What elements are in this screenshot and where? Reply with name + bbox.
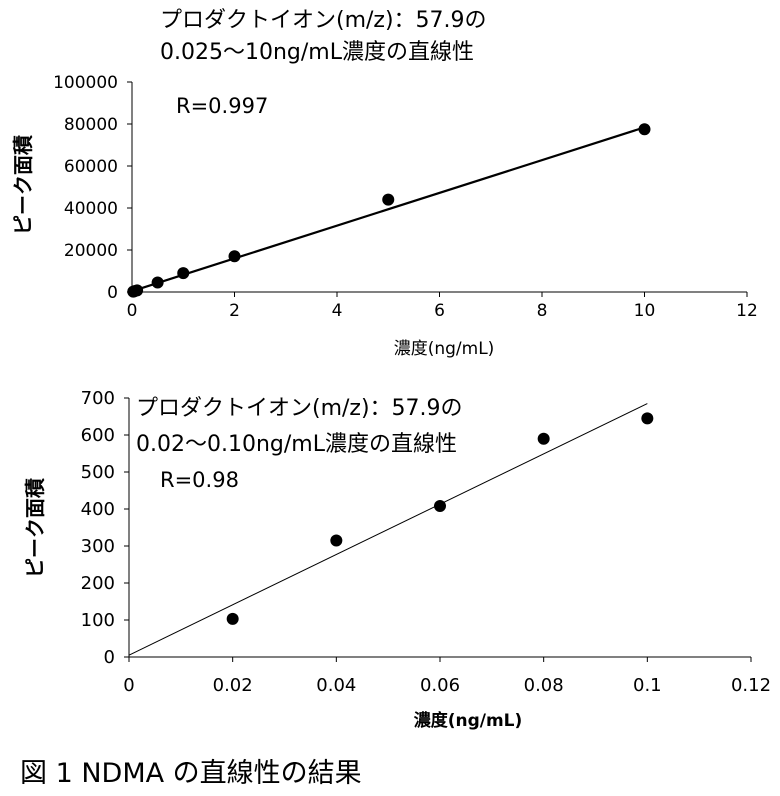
x-tick-label: 12 — [736, 301, 758, 321]
y-tick-label: 0 — [107, 283, 118, 303]
y-tick-label: 20000 — [64, 241, 118, 261]
y-tick-label: 300 — [81, 536, 115, 557]
data-point — [641, 412, 654, 425]
x-tick-label: 0.12 — [731, 675, 771, 696]
chart-bottom-r-value: R=0.98 — [160, 468, 239, 492]
y-tick-label: 100000 — [53, 73, 118, 93]
x-tick-label: 0 — [123, 675, 134, 696]
figure-caption: 図 1 NDMA の直線性の結果 — [20, 758, 362, 789]
data-point — [131, 284, 144, 297]
y-tick-label: 500 — [81, 462, 115, 483]
chart-bottom-y-axis-label: ピーク面積 — [23, 477, 47, 578]
trendline — [128, 403, 648, 656]
x-tick-label: 6 — [434, 301, 445, 321]
data-point — [226, 612, 239, 625]
x-tick-label: 8 — [537, 301, 548, 321]
y-tick-label: 100 — [81, 610, 115, 631]
y-tick-label: 400 — [81, 499, 115, 520]
chart-top-r-value: R=0.997 — [176, 94, 268, 118]
x-tick-label: 0.02 — [213, 675, 253, 696]
data-point — [537, 432, 550, 445]
data-point — [228, 250, 241, 263]
chart-top: プロダクトイオン(m/z)：57.9の 0.025〜10ng/mL濃度の直線性 … — [11, 8, 758, 359]
data-point — [330, 534, 343, 547]
data-point — [382, 193, 395, 206]
chart-top-y-axis-label: ピーク面積 — [11, 134, 35, 235]
x-tick-label: 0 — [127, 301, 138, 321]
x-tick-label: 0.06 — [420, 675, 460, 696]
y-tick-label: 80000 — [64, 115, 118, 135]
chart-top-title-line2: 0.025〜10ng/mL濃度の直線性 — [160, 40, 474, 65]
chart-bottom: プロダクトイオン(m/z)：57.9の 0.02〜0.10ng/mL濃度の直線性… — [23, 388, 771, 731]
chart-top-title-line1: プロダクトイオン(m/z)：57.9の — [160, 8, 487, 33]
y-tick-label: 0 — [104, 647, 115, 668]
y-tick-label: 40000 — [64, 199, 118, 219]
chart-top-x-axis-label: 濃度(ng/mL) — [394, 339, 495, 359]
data-point — [151, 276, 164, 289]
x-tick-label: 0.08 — [524, 675, 564, 696]
x-tick-label: 2 — [229, 301, 240, 321]
x-tick-label: 4 — [332, 301, 343, 321]
chart-bottom-x-axis-label: 濃度(ng/mL) — [414, 710, 523, 731]
data-point — [177, 267, 190, 280]
trendline — [131, 126, 645, 293]
x-tick-label: 0.04 — [316, 675, 356, 696]
x-tick-label: 0.1 — [633, 675, 662, 696]
y-tick-label: 600 — [81, 425, 115, 446]
chart-bottom-title-line1: プロダクトイオン(m/z)：57.9の — [136, 396, 463, 421]
y-tick-label: 700 — [81, 388, 115, 409]
chart-bottom-title-line2: 0.02〜0.10ng/mL濃度の直線性 — [136, 432, 457, 457]
y-tick-label: 60000 — [64, 157, 118, 177]
y-tick-label: 200 — [81, 573, 115, 594]
data-point — [638, 123, 651, 136]
data-point — [434, 500, 446, 513]
x-tick-label: 10 — [634, 301, 656, 321]
